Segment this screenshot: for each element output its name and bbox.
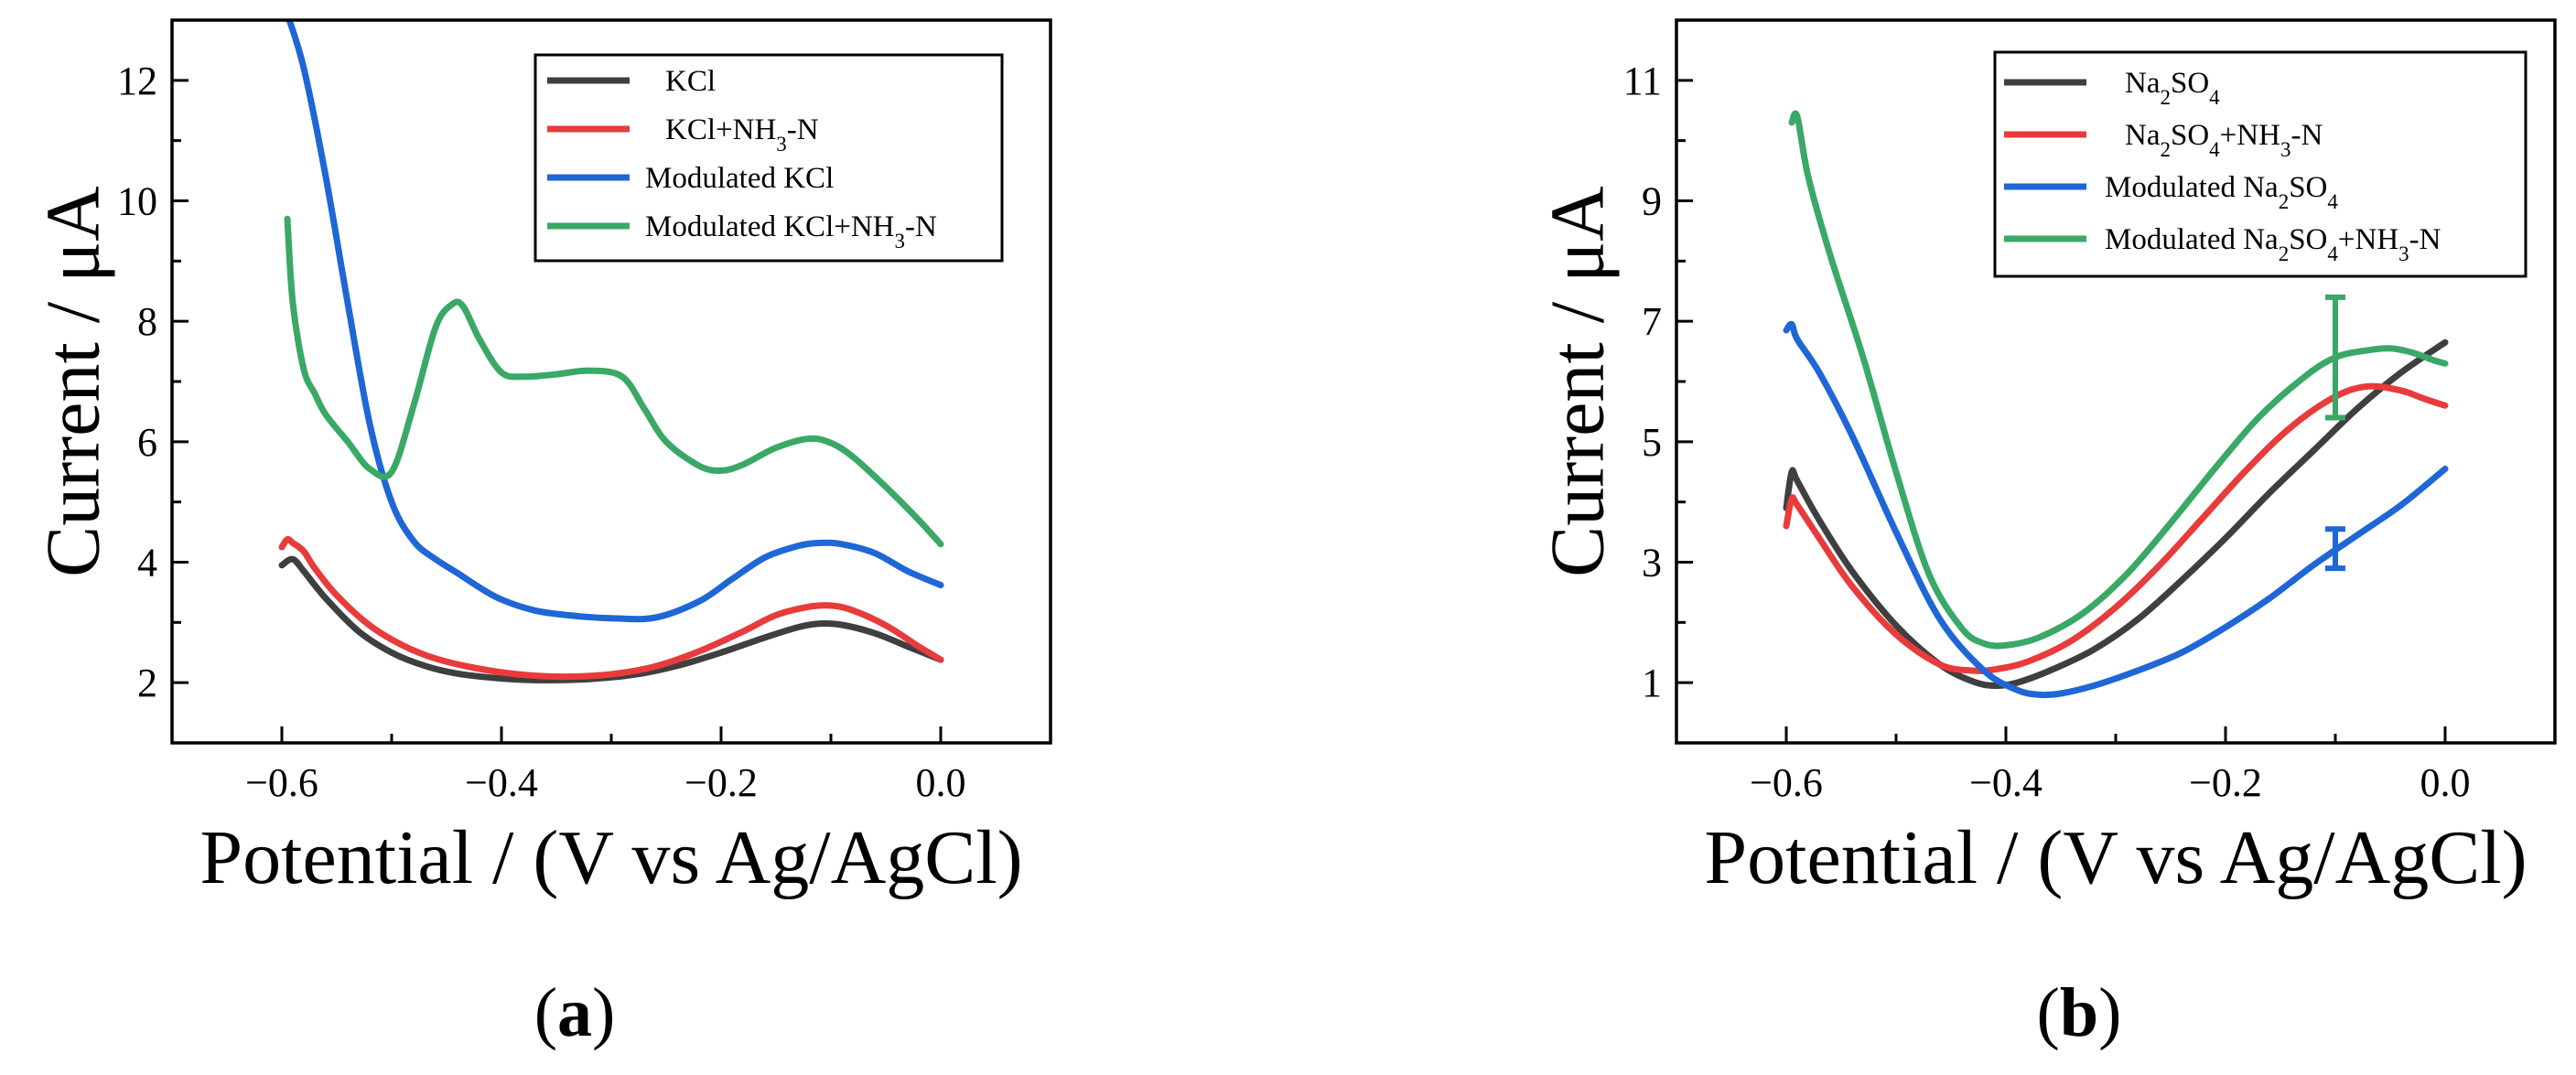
legend-subscript: 3 xyxy=(895,230,906,253)
chart-panel-a: −0.6 −0.4 −0.2 0.0 2 4 6 8 10 12 Potential / (V vs… xyxy=(30,18,1052,1051)
error-bar-2 xyxy=(2325,526,2345,572)
panel-label-close: ) xyxy=(2098,974,2121,1051)
x-tick-label: −0.6 xyxy=(245,760,318,805)
legend-text-part: Modulated KCl+NH xyxy=(645,210,895,243)
legend-subscript: 3 xyxy=(2280,138,2291,161)
legend-subscript: 4 xyxy=(2327,190,2338,213)
series-lines xyxy=(278,20,944,684)
legend-label: Na2SO4 xyxy=(2125,67,2220,109)
legend-subscript: 3 xyxy=(776,133,787,156)
legend-item-3: Modulated Na2SO4 xyxy=(2004,171,2338,213)
legend-label: KCl+NH3-N xyxy=(665,113,819,156)
x-tick-label: −0.2 xyxy=(2189,760,2262,805)
legend-subscript: 4 xyxy=(2209,138,2220,161)
legend-text-part: KCl+NH xyxy=(665,113,776,146)
error-bar-1 xyxy=(2325,294,2345,421)
x-tick-label: −0.4 xyxy=(465,760,538,805)
legend-text-part: -N xyxy=(905,210,937,243)
series-line-2 xyxy=(1783,382,2449,674)
series-line-4 xyxy=(284,215,944,548)
x-tick-label: −0.6 xyxy=(1750,760,1823,805)
legend-text-part: Na xyxy=(2125,119,2161,152)
legend-label: KCl xyxy=(665,65,716,98)
legend-label: Modulated KCl+NH3-N xyxy=(645,210,937,253)
y-tick-label: 1 xyxy=(1642,661,1662,705)
y-axis-title: Current / μA xyxy=(1535,186,1620,577)
legend-text-part: +NH xyxy=(2220,119,2280,152)
legend-text-part: SO xyxy=(2171,119,2209,152)
legend-subscript: 2 xyxy=(2160,86,2171,109)
legend-subscript: 3 xyxy=(2398,242,2409,265)
legend-text-part: SO xyxy=(2171,67,2209,100)
y-tick-label: 7 xyxy=(1642,299,1662,344)
legend-text-part: -N xyxy=(787,113,819,146)
y-tick-label: 4 xyxy=(137,541,157,586)
legend-text-part: +NH xyxy=(2338,223,2398,256)
y-tick-label: 10 xyxy=(117,179,157,224)
y-tick-label: 12 xyxy=(117,59,157,103)
legend-text-part: Modulated Na xyxy=(2105,171,2279,204)
panel-label: (a) xyxy=(534,974,616,1051)
legend-subscript: 2 xyxy=(2160,138,2171,161)
y-tick-label: 11 xyxy=(1623,59,1662,103)
y-tick-label: 5 xyxy=(1642,420,1662,465)
legend-label: Modulated Na2SO4+NH3-N xyxy=(2105,223,2441,265)
x-tick-label: −0.2 xyxy=(684,760,758,805)
series-line-2 xyxy=(278,535,944,681)
legend-text-part: -N xyxy=(2409,223,2441,256)
legend-text-part: SO xyxy=(2289,223,2327,256)
x-axis-title: Potential / (V vs Ag/AgCl) xyxy=(199,815,1022,900)
legend-item-1: Na2SO4 xyxy=(2004,67,2220,109)
panel-label-open: ( xyxy=(2037,974,2060,1051)
legend-subscript: 4 xyxy=(2327,242,2338,265)
y-tick-label: 3 xyxy=(1642,541,1662,586)
series-line-3 xyxy=(286,20,944,623)
legend-text-part: Na xyxy=(2125,67,2161,100)
series-line-1 xyxy=(1783,339,2449,690)
panel-label-letter: a xyxy=(557,974,592,1051)
legend-item-4: Modulated KCl+NH3-N xyxy=(547,210,937,253)
y-tick-label: 9 xyxy=(1642,179,1662,224)
legend-label: Na2SO4+NH3-N xyxy=(2125,119,2323,161)
legend-text-part: -N xyxy=(2290,119,2323,152)
legend-item-2: Na2SO4+NH3-N xyxy=(2004,119,2323,161)
legend-text-part: Modulated KCl xyxy=(645,162,834,195)
series-line-3 xyxy=(1783,320,2449,699)
legend-item-3: Modulated KCl xyxy=(547,162,834,195)
y-tick-label: 8 xyxy=(137,299,157,344)
legend-text-part: KCl xyxy=(665,65,716,98)
panel-label-letter: b xyxy=(2060,974,2098,1051)
legend-text-part: Modulated Na xyxy=(2105,223,2279,256)
legend-label: Modulated Na2SO4 xyxy=(2105,171,2338,213)
chart-panel-b: −0.6 −0.4 −0.2 0.0 1 3 5 7 9 11 Potential / (V vs … xyxy=(1535,18,2557,1051)
panel-label: (b) xyxy=(2037,974,2122,1051)
x-tick-label: 0.0 xyxy=(2420,760,2471,805)
legend-subscript: 2 xyxy=(2279,242,2290,265)
legend-item-2: KCl+NH3-N xyxy=(547,113,819,156)
legend-label: Modulated KCl xyxy=(645,162,834,195)
panel-label-close: ) xyxy=(592,974,615,1051)
y-tick-label: 2 xyxy=(137,661,157,705)
y-axis-title: Current / μA xyxy=(30,186,115,577)
x-axis-title: Potential / (V vs Ag/AgCl) xyxy=(1704,815,2527,900)
panel-label-open: ( xyxy=(534,974,557,1051)
series-lines xyxy=(1783,110,2449,699)
y-tick-label: 6 xyxy=(137,420,157,465)
series-line-4 xyxy=(1788,110,2449,650)
x-tick-label: 0.0 xyxy=(916,760,966,805)
x-tick-label: −0.4 xyxy=(1969,760,2042,805)
legend-text-part: SO xyxy=(2289,171,2327,204)
legend-item-4: Modulated Na2SO4+NH3-N xyxy=(2004,223,2441,265)
legend-subscript: 4 xyxy=(2209,86,2220,109)
legend-subscript: 2 xyxy=(2279,190,2290,213)
legend-item-1: KCl xyxy=(547,65,716,98)
